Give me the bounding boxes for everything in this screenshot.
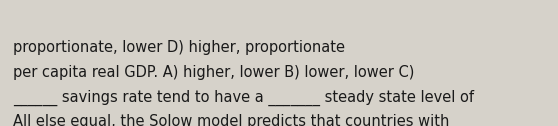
Text: proportionate, lower D) higher, proportionate: proportionate, lower D) higher, proporti… <box>13 40 345 55</box>
Text: per capita real GDP. A) higher, lower B) lower, lower C): per capita real GDP. A) higher, lower B)… <box>13 65 415 80</box>
Text: ______ savings rate tend to have a _______ steady state level of: ______ savings rate tend to have a _____… <box>13 89 474 106</box>
Text: All else equal, the Solow model predicts that countries with: All else equal, the Solow model predicts… <box>13 114 449 126</box>
